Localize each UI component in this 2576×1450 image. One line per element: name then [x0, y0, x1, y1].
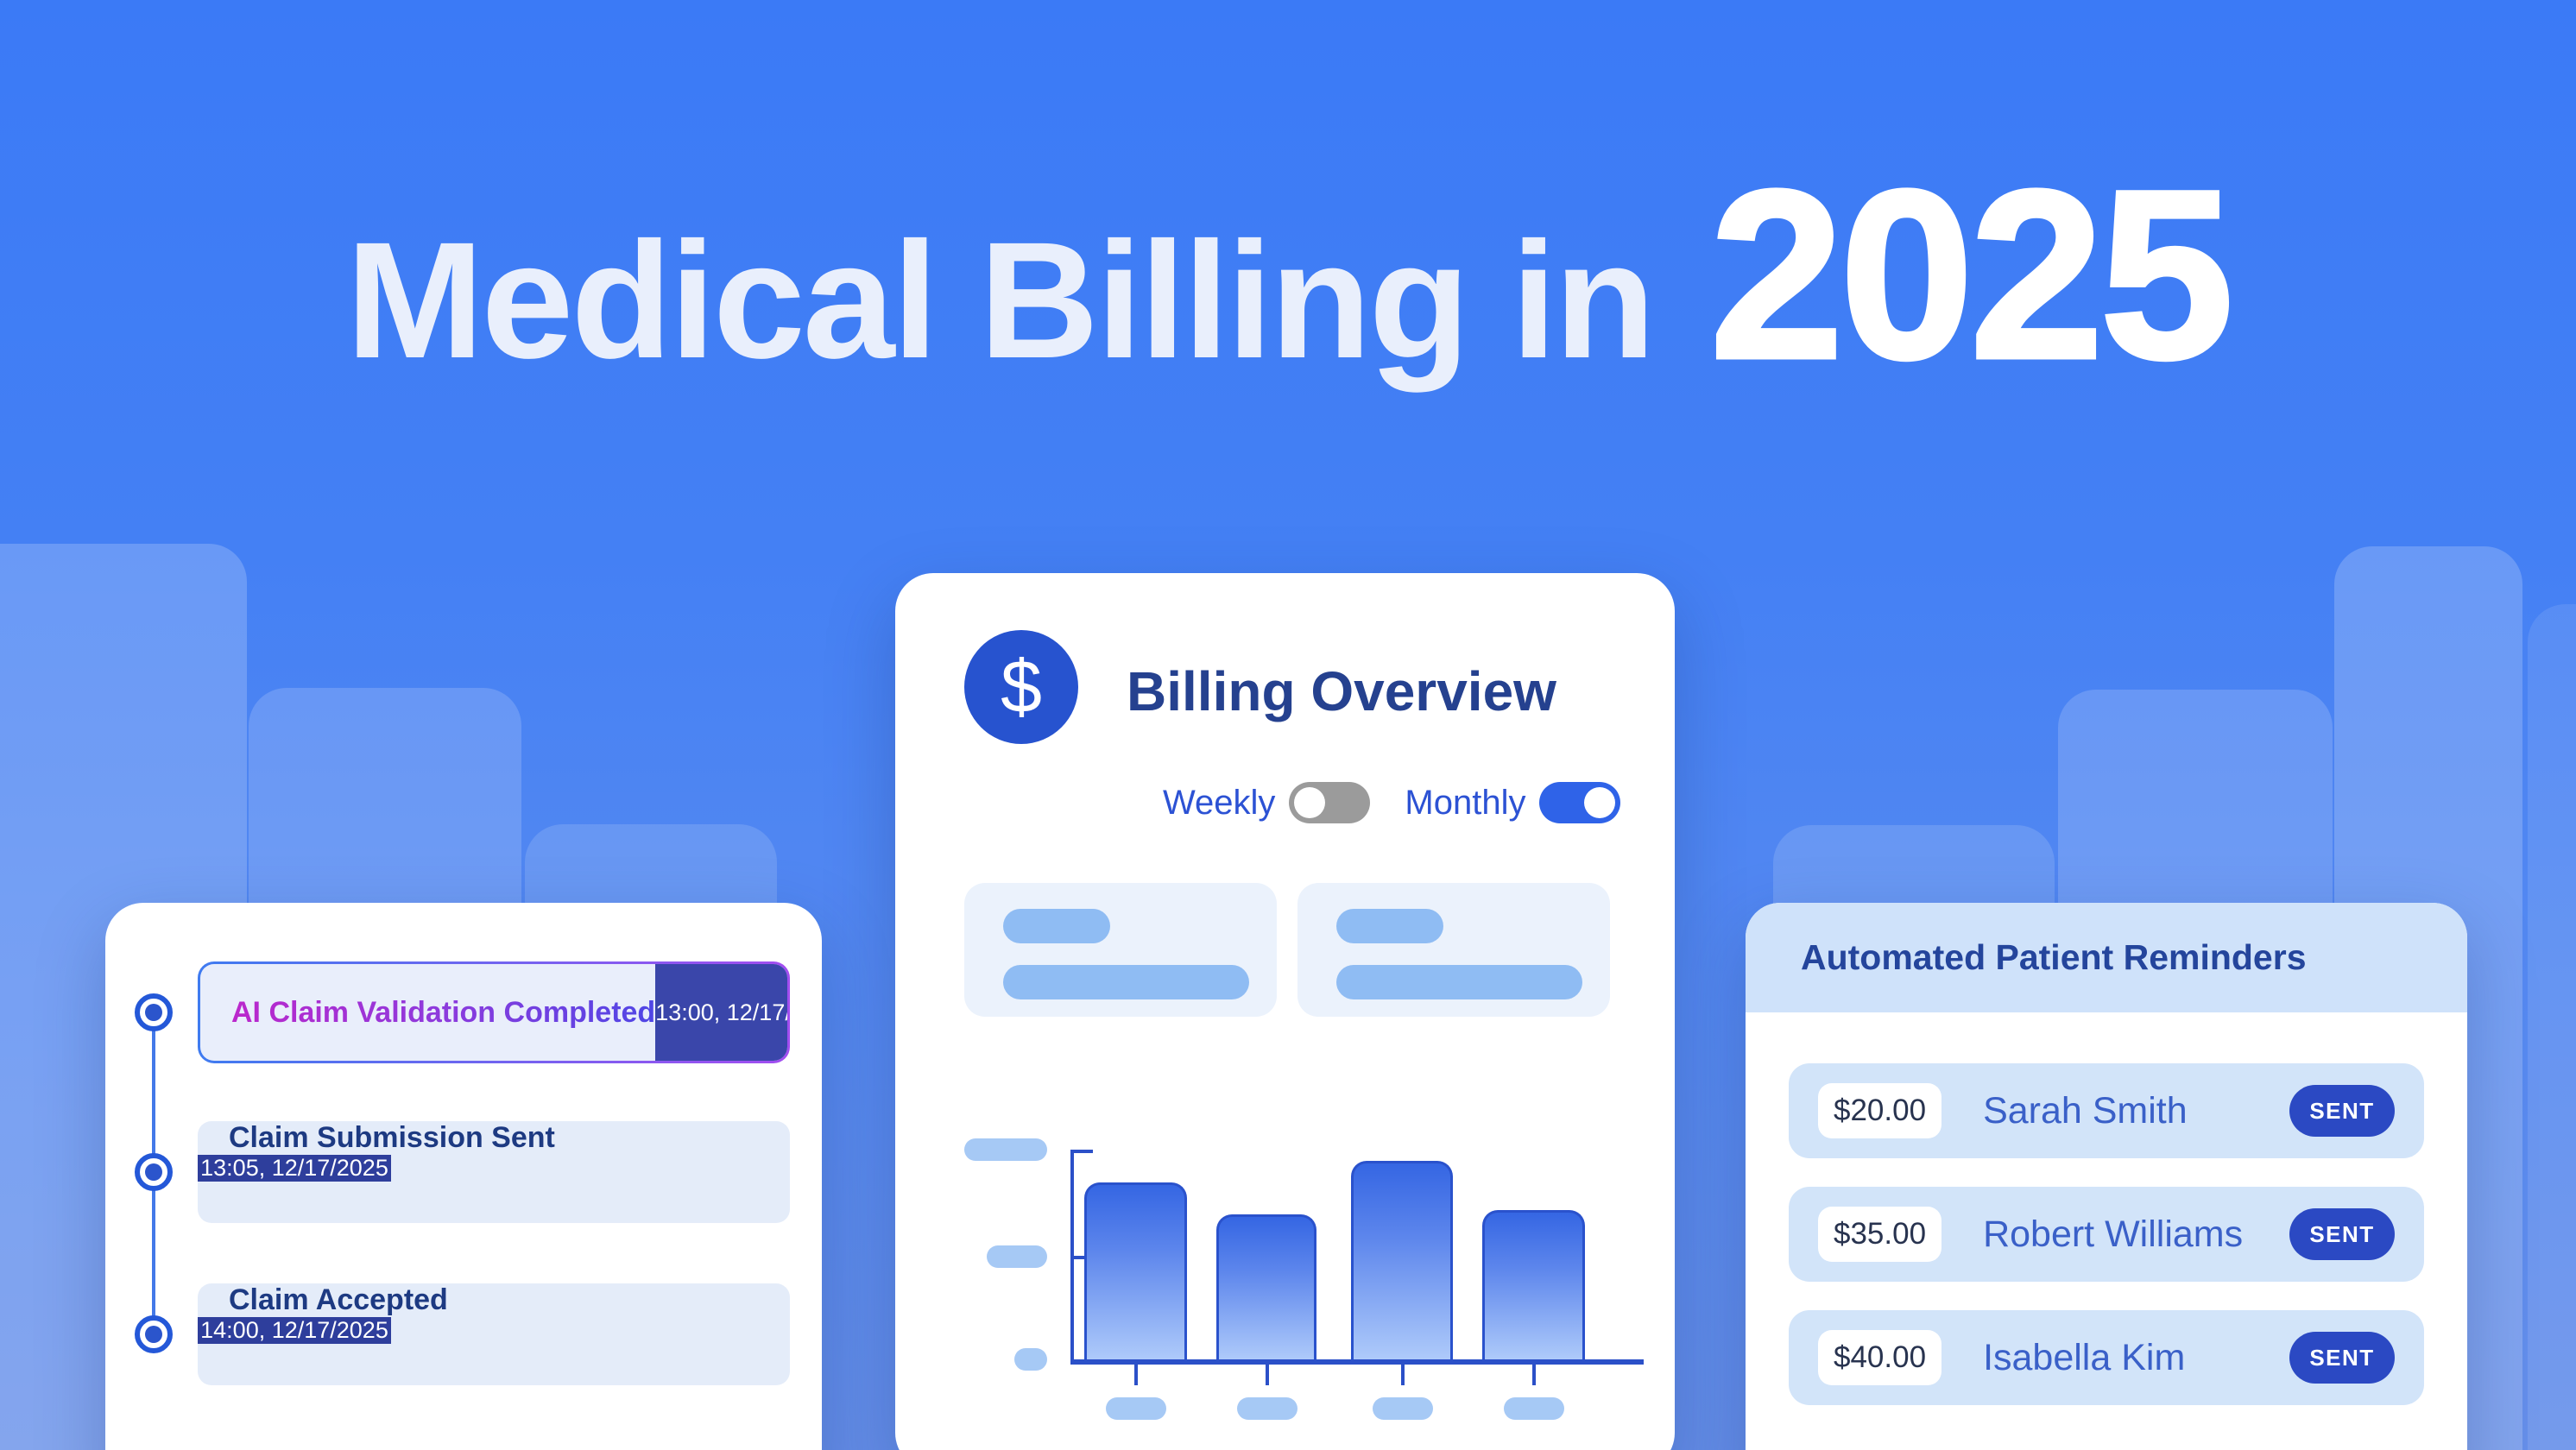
card-header: Automated Patient Reminders: [1746, 903, 2467, 1012]
amount-badge: $35.00: [1818, 1207, 1942, 1262]
x-axis-label-pill: [1373, 1397, 1433, 1420]
sent-button[interactable]: SENT: [2289, 1085, 2395, 1137]
page-title-year: 2025: [1708, 138, 2235, 411]
y-axis-tick-pill: [964, 1138, 1047, 1161]
timeline-dot-icon: [135, 993, 173, 1031]
toggle-label-monthly: Monthly: [1405, 783, 1526, 822]
chart-bar: [1216, 1214, 1316, 1359]
x-axis-tick: [1532, 1365, 1536, 1385]
reminder-row: $20.00 Sarah Smith SENT: [1789, 1063, 2424, 1158]
skeleton-line: [1336, 909, 1443, 943]
amount-badge: $40.00: [1818, 1330, 1942, 1385]
y-axis-tick-pill: [1014, 1348, 1047, 1371]
chart-bar: [1482, 1210, 1585, 1359]
y-axis-tick: [1070, 1256, 1093, 1259]
timeline-row-label: Claim Accepted: [229, 1283, 448, 1316]
chart-x-axis: [1070, 1359, 1644, 1365]
dollar-glyph: $: [1001, 645, 1042, 728]
timeline-dot-icon: [135, 1153, 173, 1191]
patient-name: Sarah Smith: [1983, 1089, 2188, 1132]
monthly-toggle[interactable]: [1539, 782, 1621, 823]
timeline-row: Claim Submission Sent 13:05, 12/17/2025: [198, 1121, 790, 1223]
patient-name: Isabella Kim: [1983, 1336, 2186, 1378]
chart-bar: [1351, 1161, 1453, 1359]
timeline-dot-icon: [135, 1315, 173, 1353]
billing-overview-card: $ Billing Overview Weekly Monthly: [895, 573, 1675, 1450]
timeline-row: Claim Accepted 14:00, 12/17/2025: [198, 1283, 790, 1385]
x-axis-tick: [1134, 1365, 1138, 1385]
page-title: Medical Billing in 2025: [0, 136, 2576, 413]
dollar-icon: $: [964, 630, 1078, 744]
background-skyline-bar: [2528, 604, 2576, 1450]
period-toggle-row: Weekly Monthly: [1163, 782, 1621, 823]
reminder-row: $35.00 Robert Williams SENT: [1789, 1187, 2424, 1282]
page-title-phrase: Medical Billing in: [345, 207, 1656, 393]
sent-button[interactable]: SENT: [2289, 1208, 2395, 1260]
x-axis-tick: [1401, 1365, 1405, 1385]
weekly-toggle[interactable]: [1289, 782, 1371, 823]
patient-reminders-card: Automated Patient Reminders $20.00 Sarah…: [1746, 903, 2467, 1450]
skeleton-line: [1003, 965, 1249, 999]
skeleton-line: [1003, 909, 1110, 943]
summary-skeleton-panel: [964, 883, 1277, 1017]
card-title: Automated Patient Reminders: [1801, 937, 2307, 977]
y-axis-tick-pill: [987, 1245, 1047, 1268]
y-axis-tick: [1070, 1150, 1093, 1153]
timeline-row-timestamp: 14:00, 12/17/2025: [198, 1317, 391, 1344]
toggle-label-weekly: Weekly: [1163, 783, 1276, 822]
x-axis-tick: [1266, 1365, 1269, 1385]
timeline-row-label: AI Claim Validation Completed: [200, 964, 655, 1061]
timeline-row-label: Claim Submission Sent: [229, 1121, 555, 1154]
x-axis-label-pill: [1237, 1397, 1297, 1420]
chart-bar: [1084, 1182, 1187, 1359]
card-title: Billing Overview: [1127, 660, 1556, 722]
summary-skeleton-panel: [1297, 883, 1610, 1017]
skeleton-line: [1336, 965, 1582, 999]
claims-timeline-card: AI Claim Validation Completed 13:00, 12/…: [105, 903, 822, 1450]
timeline-row-timestamp: 13:05, 12/17/2025: [198, 1155, 391, 1182]
patient-name: Robert Williams: [1983, 1213, 2244, 1255]
x-axis-label-pill: [1504, 1397, 1564, 1420]
timeline-row-timestamp: 13:00, 12/17/2025: [655, 964, 787, 1061]
reminder-row: $40.00 Isabella Kim SENT: [1789, 1310, 2424, 1405]
amount-badge: $20.00: [1818, 1083, 1942, 1138]
timeline-row: AI Claim Validation Completed 13:00, 12/…: [198, 961, 790, 1063]
sent-button[interactable]: SENT: [2289, 1332, 2395, 1384]
x-axis-label-pill: [1106, 1397, 1166, 1420]
